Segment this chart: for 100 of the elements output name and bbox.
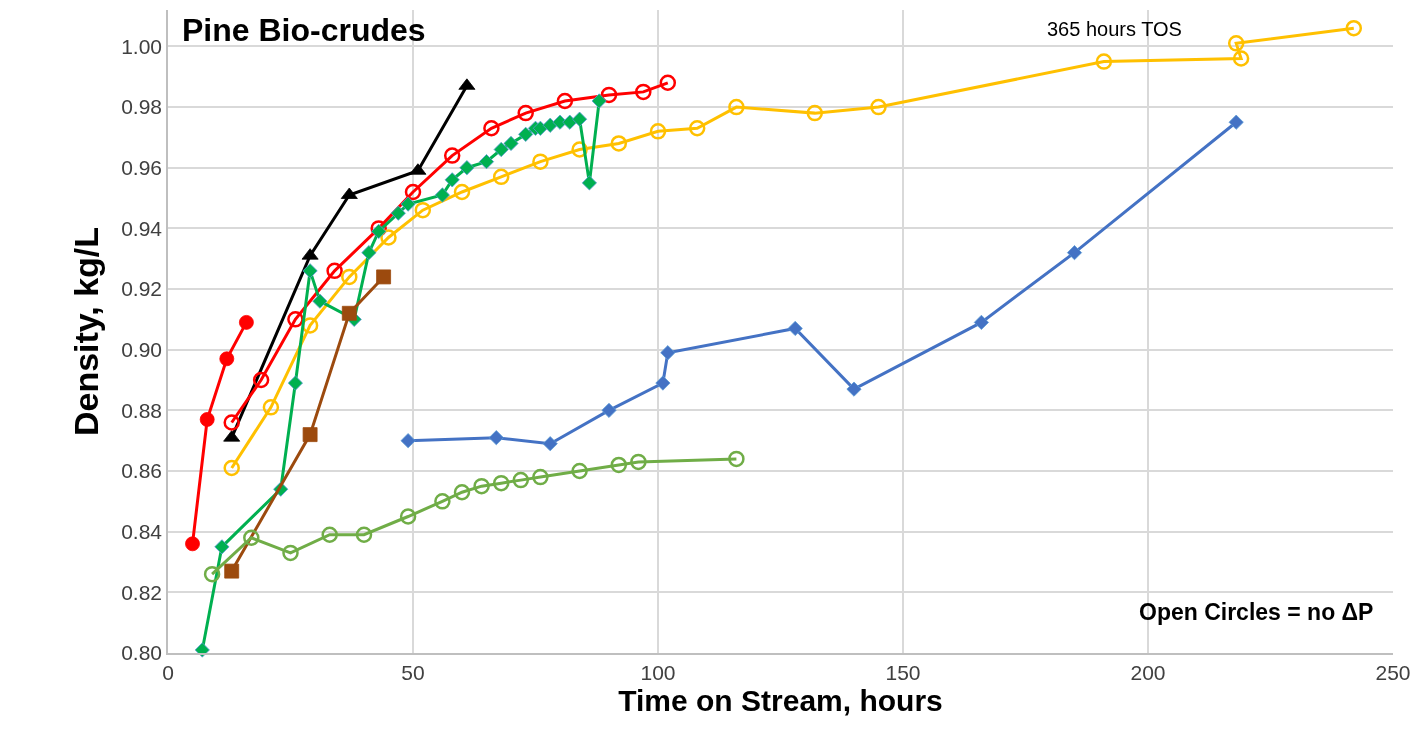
point bbox=[399, 508, 417, 525]
point bbox=[1066, 245, 1083, 261]
point bbox=[1227, 35, 1245, 52]
point bbox=[581, 175, 597, 191]
point bbox=[390, 205, 406, 221]
x-tick-label: 50 bbox=[401, 660, 425, 684]
point bbox=[600, 86, 618, 104]
point bbox=[321, 526, 338, 543]
point bbox=[870, 98, 887, 116]
point bbox=[224, 563, 240, 579]
x-tick-label: 0 bbox=[162, 660, 174, 684]
point bbox=[473, 477, 490, 495]
point bbox=[973, 314, 989, 330]
point bbox=[287, 375, 303, 391]
point bbox=[660, 345, 676, 361]
point bbox=[846, 381, 862, 397]
point bbox=[223, 414, 240, 431]
y-tick-label: 0.84 bbox=[121, 520, 163, 544]
chart-title: Pine Bio-crudes bbox=[182, 12, 426, 48]
y-tick-label: 0.86 bbox=[121, 459, 163, 483]
y-tick-label: 0.88 bbox=[121, 398, 163, 422]
point bbox=[239, 315, 254, 330]
point bbox=[787, 320, 803, 337]
point bbox=[542, 436, 558, 452]
point bbox=[341, 305, 357, 321]
y-tick-label: 0.82 bbox=[121, 580, 163, 604]
point bbox=[404, 183, 422, 201]
x-tick-label: 250 bbox=[1375, 660, 1411, 684]
point bbox=[1345, 19, 1363, 37]
point bbox=[492, 474, 510, 492]
annotation: Open Circles = no ΔP bbox=[1139, 599, 1374, 625]
point bbox=[380, 229, 397, 246]
point bbox=[518, 126, 534, 142]
point bbox=[649, 123, 667, 140]
point bbox=[252, 371, 270, 389]
y-tick-label: 0.90 bbox=[121, 338, 163, 362]
point bbox=[503, 135, 519, 151]
point bbox=[376, 269, 391, 285]
point bbox=[493, 141, 509, 158]
point bbox=[400, 196, 416, 212]
point bbox=[214, 539, 230, 555]
y-tick-label: 1.00 bbox=[121, 34, 163, 58]
point bbox=[517, 104, 534, 122]
point bbox=[483, 120, 500, 137]
y-tick-label: 0.94 bbox=[121, 216, 163, 240]
point bbox=[492, 168, 510, 186]
point bbox=[444, 172, 460, 188]
point bbox=[532, 153, 549, 170]
point bbox=[556, 92, 574, 110]
point bbox=[512, 471, 530, 489]
annotation: 365 hours TOS bbox=[1047, 18, 1182, 40]
point bbox=[1232, 50, 1250, 67]
point bbox=[655, 375, 671, 391]
point bbox=[434, 493, 451, 510]
point bbox=[630, 453, 647, 471]
point bbox=[453, 183, 471, 201]
point bbox=[414, 201, 432, 219]
point bbox=[361, 245, 377, 261]
point bbox=[572, 111, 588, 127]
point bbox=[453, 484, 471, 501]
x-tick-label: 200 bbox=[1130, 660, 1166, 684]
point bbox=[434, 187, 450, 203]
point bbox=[262, 399, 280, 416]
point bbox=[243, 529, 260, 546]
y-tick-label: 0.92 bbox=[121, 277, 163, 301]
point bbox=[355, 526, 373, 543]
point bbox=[203, 565, 221, 583]
point bbox=[185, 536, 200, 552]
point bbox=[659, 74, 677, 92]
point bbox=[199, 412, 215, 427]
point bbox=[326, 262, 343, 280]
point bbox=[562, 114, 578, 130]
point bbox=[478, 154, 495, 170]
point bbox=[194, 642, 210, 658]
point bbox=[400, 433, 416, 449]
point bbox=[728, 450, 745, 468]
point bbox=[635, 83, 652, 101]
y-axis-title: Density, kg/L bbox=[67, 226, 106, 437]
y-tick-label: 0.96 bbox=[121, 156, 163, 180]
point bbox=[610, 135, 628, 152]
point bbox=[282, 544, 299, 562]
point bbox=[443, 147, 461, 164]
x-tick-label: 150 bbox=[885, 660, 921, 684]
x-axis-title: Time on Stream, hours bbox=[618, 683, 943, 717]
point bbox=[571, 462, 588, 480]
y-tick-label: 0.98 bbox=[121, 95, 163, 119]
point bbox=[488, 430, 504, 446]
y-tick-label: 0.80 bbox=[121, 641, 163, 665]
point bbox=[688, 120, 706, 137]
point bbox=[601, 402, 617, 418]
point bbox=[806, 104, 824, 122]
point bbox=[341, 268, 358, 286]
point bbox=[302, 263, 318, 279]
point bbox=[532, 468, 549, 486]
point bbox=[459, 160, 475, 176]
point bbox=[312, 293, 328, 309]
x-tick-label: 100 bbox=[640, 660, 676, 684]
point bbox=[591, 93, 607, 109]
point bbox=[223, 459, 240, 477]
point bbox=[610, 456, 628, 474]
